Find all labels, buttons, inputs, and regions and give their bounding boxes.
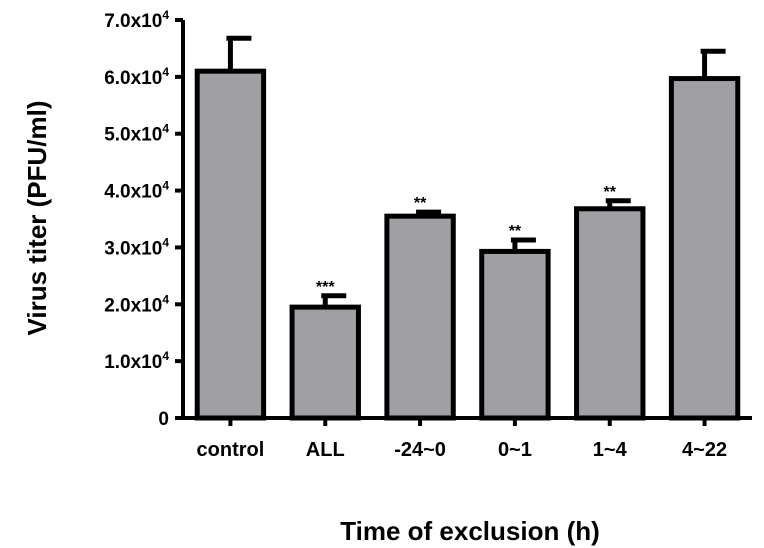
- y-axis-title: Virus titer (PFU/ml): [22, 100, 52, 335]
- y-tick-label-7: 7.0x104: [104, 8, 169, 32]
- significance-label-1: ***: [316, 279, 335, 296]
- x-tick-label-2: -24~0: [394, 439, 446, 461]
- y-tick-label-3: 3.0x104: [104, 235, 169, 259]
- y-tick-label-6: 6.0x104: [104, 65, 169, 89]
- significance-label-2: **: [414, 195, 427, 212]
- x-tick-label-4: 1~4: [593, 439, 628, 461]
- bar-1: [289, 304, 361, 421]
- y-tick-label-2: 2.0x104: [104, 292, 169, 316]
- x-tick-label-1: ALL: [306, 439, 345, 461]
- x-tick-label-5: 4~22: [682, 439, 727, 461]
- x-axis-title: Time of exclusion (h): [340, 516, 600, 546]
- y-tick-label-5: 5.0x104: [104, 122, 169, 146]
- y-tick-label-1: 1.0x104: [104, 349, 169, 373]
- y-tick-label-0: 0: [158, 409, 169, 430]
- bars-layer: [194, 35, 741, 421]
- significance-label-3: **: [509, 223, 522, 240]
- labels-layer: control *** ALL ** -24~0 ** 0~1 ** 1~4 4~22 0 1.0x1…: [104, 8, 727, 461]
- x-tick-label-0: control: [197, 439, 265, 461]
- axes-layer: [175, 18, 752, 426]
- bar-3: [479, 248, 551, 421]
- bar-5: [668, 76, 741, 421]
- bar-0: [194, 68, 267, 421]
- bar-2: [384, 213, 456, 421]
- x-tick-label-3: 0~1: [498, 439, 532, 461]
- y-tick-label-4: 4.0x104: [104, 179, 169, 203]
- bar-4: [574, 206, 646, 421]
- significance-label-4: **: [604, 184, 617, 201]
